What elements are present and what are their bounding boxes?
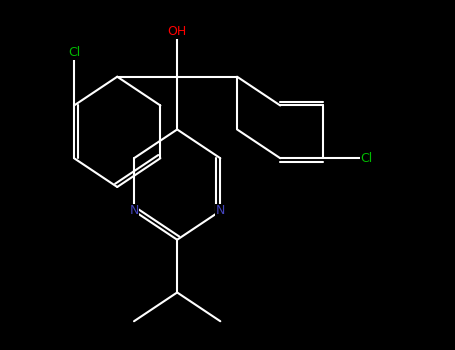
- Text: N: N: [129, 204, 139, 217]
- Text: OH: OH: [167, 25, 187, 38]
- Text: Cl: Cl: [360, 152, 373, 165]
- Text: Cl: Cl: [68, 46, 80, 59]
- Text: N: N: [216, 204, 225, 217]
